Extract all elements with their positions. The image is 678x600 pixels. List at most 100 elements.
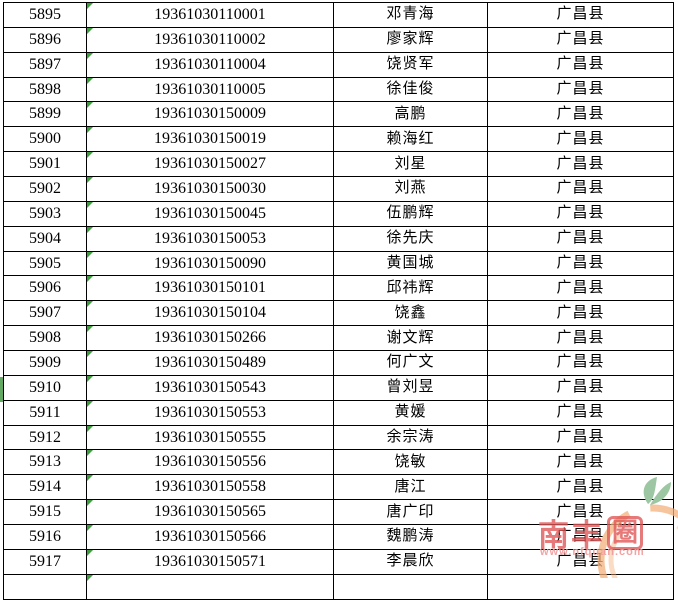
cell-exam-code[interactable]: 19361030150543 bbox=[87, 375, 334, 401]
cell-exam-code[interactable]: 19361030110005 bbox=[87, 77, 334, 103]
cell-exam-code[interactable]: 19361030150030 bbox=[87, 177, 334, 202]
cell-county[interactable]: 广昌县 bbox=[488, 525, 674, 550]
cell-name[interactable]: 饶贤军 bbox=[334, 52, 488, 78]
cell-exam-code[interactable]: 19361030110002 bbox=[87, 27, 334, 53]
cell-county[interactable]: 广昌县 bbox=[488, 351, 674, 376]
cell-name[interactable]: 曾刘昱 bbox=[334, 375, 488, 401]
cell-exam-code[interactable]: 19361030150489 bbox=[87, 351, 334, 376]
cell-name[interactable]: 唐广印 bbox=[334, 500, 488, 526]
cell-county[interactable]: 广昌县 bbox=[488, 375, 674, 401]
cell-name[interactable]: 李晨欣 bbox=[334, 549, 488, 575]
cell-row-number[interactable]: 5910 bbox=[4, 375, 87, 401]
cell-name[interactable]: 邓青海 bbox=[334, 3, 488, 28]
cell-row-number[interactable]: 5915 bbox=[4, 500, 87, 526]
cell-name[interactable]: 饶敏 bbox=[334, 450, 488, 476]
cell-exam-code[interactable]: 19361030150555 bbox=[87, 425, 334, 451]
cell-county[interactable]: 广昌县 bbox=[488, 102, 674, 128]
error-indicator-icon bbox=[87, 102, 93, 109]
cell-row-number[interactable]: 5902 bbox=[4, 177, 87, 202]
cell-county[interactable]: 广昌县 bbox=[488, 301, 674, 327]
cell-county[interactable]: 广昌县 bbox=[488, 276, 674, 302]
cell-row-number[interactable]: 5901 bbox=[4, 152, 87, 178]
cell-county[interactable]: 广昌县 bbox=[488, 3, 674, 28]
cell-county[interactable]: 广昌县 bbox=[488, 77, 674, 103]
cell-county[interactable]: 广昌县 bbox=[488, 400, 674, 426]
cell-row-number[interactable]: 5909 bbox=[4, 351, 87, 376]
cell-exam-code[interactable]: 19361030150101 bbox=[87, 276, 334, 302]
cell-exam-code[interactable]: 19361030150009 bbox=[87, 102, 334, 128]
cell-row-number[interactable]: 5904 bbox=[4, 226, 87, 252]
cell-exam-code[interactable]: 19361030150104 bbox=[87, 301, 334, 327]
cell-county[interactable]: 广昌县 bbox=[488, 425, 674, 451]
cell-county[interactable]: 广昌县 bbox=[488, 52, 674, 78]
cell-exam-code[interactable]: 19361030150045 bbox=[87, 201, 334, 227]
cell-county[interactable]: 广昌县 bbox=[488, 177, 674, 202]
cell-row-number[interactable]: 5905 bbox=[4, 251, 87, 277]
cell-name[interactable] bbox=[334, 574, 488, 600]
cell-row-number[interactable]: 5900 bbox=[4, 127, 87, 153]
cell-exam-code[interactable]: 19361030150553 bbox=[87, 400, 334, 426]
cell-county[interactable]: 广昌县 bbox=[488, 152, 674, 178]
cell-name[interactable]: 唐江 bbox=[334, 475, 488, 501]
cell-row-number[interactable]: 5912 bbox=[4, 425, 87, 451]
cell-row-number[interactable]: 5916 bbox=[4, 525, 87, 550]
cell-exam-code[interactable]: 19361030150019 bbox=[87, 127, 334, 153]
cell-row-number[interactable]: 5898 bbox=[4, 77, 87, 103]
cell-name[interactable]: 赖海红 bbox=[334, 127, 488, 153]
cell-name[interactable]: 黄国城 bbox=[334, 251, 488, 277]
cell-row-number[interactable]: 5913 bbox=[4, 450, 87, 476]
cell-exam-code[interactable]: 19361030110001 bbox=[87, 3, 334, 28]
cell-exam-code[interactable]: 19361030150566 bbox=[87, 525, 334, 550]
cell-exam-code[interactable]: 19361030150027 bbox=[87, 152, 334, 178]
cell-row-number[interactable]: 5907 bbox=[4, 301, 87, 327]
cell-name[interactable]: 刘燕 bbox=[334, 177, 488, 202]
cell-row-number[interactable]: 5895 bbox=[4, 3, 87, 28]
cell-name[interactable]: 刘星 bbox=[334, 152, 488, 178]
cell-county[interactable]: 广昌县 bbox=[488, 27, 674, 53]
cell-row-number[interactable]: 5906 bbox=[4, 276, 87, 302]
cell-exam-code[interactable]: 19361030150571 bbox=[87, 549, 334, 575]
cell-exam-code[interactable]: 19361030150266 bbox=[87, 326, 334, 352]
cell-name[interactable]: 伍鹏辉 bbox=[334, 201, 488, 227]
cell-row-number[interactable]: 5903 bbox=[4, 201, 87, 227]
cell-row-number[interactable]: 5908 bbox=[4, 326, 87, 352]
cell-exam-code[interactable]: 19361030150090 bbox=[87, 251, 334, 277]
cell-exam-code[interactable]: 19361030150565 bbox=[87, 500, 334, 526]
cell-row-number[interactable] bbox=[4, 574, 87, 600]
cell-row-number[interactable]: 5911 bbox=[4, 400, 87, 426]
cell-name[interactable]: 邱祎辉 bbox=[334, 276, 488, 302]
cell-row-number[interactable]: 5896 bbox=[4, 27, 87, 53]
cell-county[interactable]: 广昌县 bbox=[488, 475, 674, 501]
cell-name[interactable]: 徐佳俊 bbox=[334, 77, 488, 103]
cell-exam-code[interactable] bbox=[87, 574, 334, 600]
cell-name[interactable]: 余宗涛 bbox=[334, 425, 488, 451]
cell-name[interactable]: 饶鑫 bbox=[334, 301, 488, 327]
cell-county[interactable]: 广昌县 bbox=[488, 201, 674, 227]
cell-name[interactable]: 徐先庆 bbox=[334, 226, 488, 252]
cell-exam-code[interactable]: 19361030150558 bbox=[87, 475, 334, 501]
cell-exam-code[interactable]: 19361030150053 bbox=[87, 226, 334, 252]
cell-name[interactable]: 高鹏 bbox=[334, 102, 488, 128]
cell-county[interactable]: 广昌县 bbox=[488, 326, 674, 352]
cell-name[interactable]: 何广文 bbox=[334, 351, 488, 376]
cell-exam-code[interactable]: 19361030110004 bbox=[87, 52, 334, 78]
cell-name[interactable]: 廖家辉 bbox=[334, 27, 488, 53]
cell-county[interactable]: 广昌县 bbox=[488, 226, 674, 252]
cell-county[interactable]: 广昌县 bbox=[488, 500, 674, 526]
cell-name[interactable]: 黄媛 bbox=[334, 400, 488, 426]
cell-county[interactable]: 广昌县 bbox=[488, 251, 674, 277]
cell-name[interactable]: 谢文辉 bbox=[334, 326, 488, 352]
cell-county[interactable]: 广昌县 bbox=[488, 549, 674, 575]
cell-row-number[interactable]: 5917 bbox=[4, 549, 87, 575]
cell-county[interactable]: 广昌县 bbox=[488, 450, 674, 476]
cell-name[interactable]: 魏鹏涛 bbox=[334, 525, 488, 550]
cell-row-number[interactable]: 5899 bbox=[4, 102, 87, 128]
error-indicator-icon bbox=[87, 251, 93, 258]
cell-row-number[interactable]: 5914 bbox=[4, 475, 87, 501]
cell-exam-code[interactable]: 19361030150556 bbox=[87, 450, 334, 476]
cell-county[interactable]: 广昌县 bbox=[488, 127, 674, 153]
cell-row-number[interactable]: 5897 bbox=[4, 52, 87, 78]
error-indicator-icon bbox=[87, 425, 93, 432]
error-indicator-icon bbox=[87, 177, 93, 184]
cell-county[interactable] bbox=[488, 574, 674, 600]
